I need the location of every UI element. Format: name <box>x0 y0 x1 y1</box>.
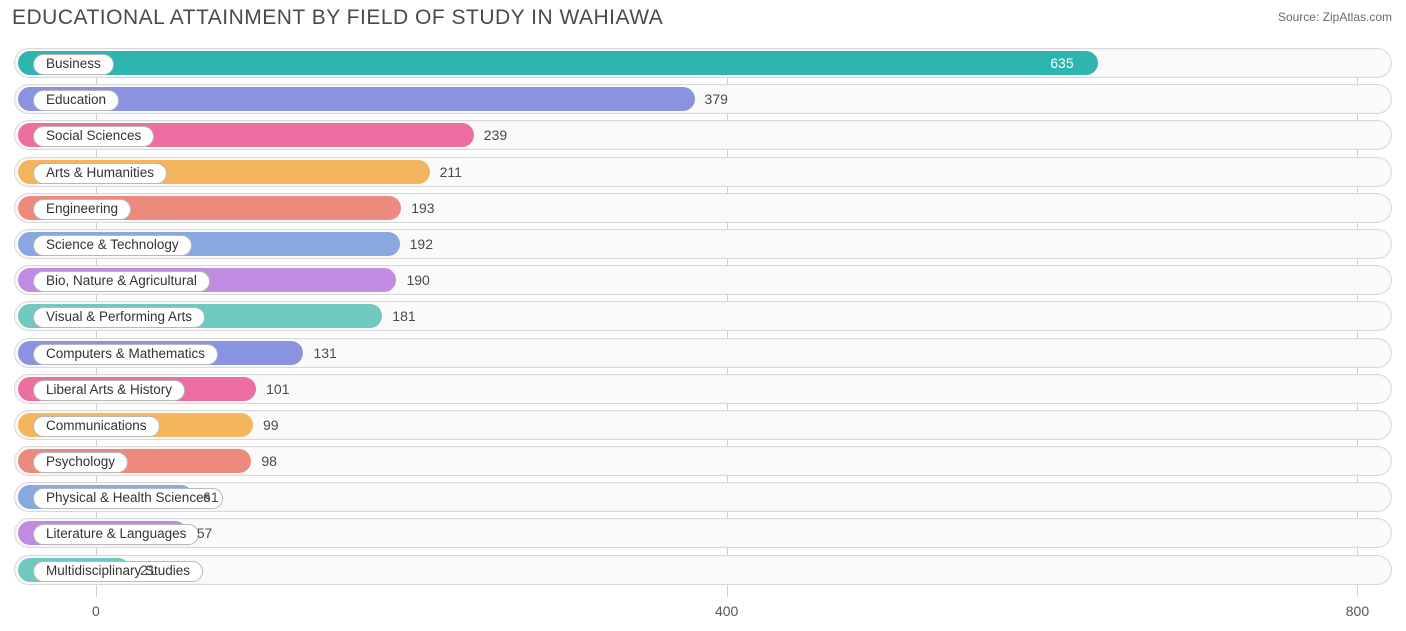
bar-row: Communications 99 <box>14 410 1392 440</box>
category-label: Visual & Performing Arts <box>33 307 205 328</box>
category-label: Liberal Arts & History <box>33 380 185 401</box>
bar-row: Multidisciplinary Studies21 <box>14 555 1392 585</box>
value-label: 635 <box>1050 55 1073 71</box>
category-label: Physical & Health Sciences <box>33 488 223 509</box>
value-label: 181 <box>392 308 415 324</box>
bar-row: Liberal Arts & History 101 <box>14 374 1392 404</box>
category-label: Literature & Languages <box>33 524 199 545</box>
value-label: 190 <box>406 272 429 288</box>
category-label: Bio, Nature & Agricultural <box>33 271 210 292</box>
category-label: Engineering <box>33 199 131 220</box>
bar-row: Literature & Languages57 <box>14 518 1392 548</box>
value-label: 131 <box>313 345 336 361</box>
chart-title: EDUCATIONAL ATTAINMENT BY FIELD OF STUDY… <box>12 6 663 30</box>
category-label: Education <box>33 90 119 111</box>
category-label: Business <box>33 54 114 75</box>
x-axis: 0 400 800 <box>14 603 1392 623</box>
value-label: 193 <box>411 200 434 216</box>
bar <box>18 87 695 111</box>
bar-row: Social Sciences 239 <box>14 120 1392 150</box>
bar-row: Bio, Nature & Agricultural 190 <box>14 265 1392 295</box>
bar <box>18 51 1098 75</box>
value-label: 101 <box>266 381 289 397</box>
bar-row: Education 379 <box>14 84 1392 114</box>
value-label: 211 <box>440 164 462 180</box>
value-label: 98 <box>261 453 277 469</box>
bar-row: Business 635 <box>14 48 1392 78</box>
source-attribution: Source: ZipAtlas.com <box>1278 10 1392 24</box>
bar-row: Computers & Mathematics 131 <box>14 338 1392 368</box>
value-label: 99 <box>263 417 279 433</box>
x-tick: 0 <box>92 603 100 619</box>
chart-area: Business 635 Education 379 Social Sciences 23… <box>14 48 1392 597</box>
x-tick: 400 <box>715 603 738 619</box>
value-label: 379 <box>705 91 728 107</box>
value-label: 61 <box>203 489 219 505</box>
bar-row: Visual & Performing Arts 181 <box>14 301 1392 331</box>
value-label: 21 <box>140 562 156 578</box>
bar-row: Engineering 193 <box>14 193 1392 223</box>
value-label: 192 <box>410 236 433 252</box>
category-label: Social Sciences <box>33 126 154 147</box>
category-label: Psychology <box>33 452 128 473</box>
bar-row: Science & Technology 192 <box>14 229 1392 259</box>
x-tick: 800 <box>1346 603 1369 619</box>
value-label: 57 <box>197 525 213 541</box>
category-label: Communications <box>33 416 160 437</box>
bar-row: Physical & Health Sciences61 <box>14 482 1392 512</box>
bar-row: Arts & Humanities 211 <box>14 157 1392 187</box>
value-label: 239 <box>484 127 507 143</box>
bar-row: Psychology 98 <box>14 446 1392 476</box>
category-label: Multidisciplinary Studies <box>33 561 203 582</box>
category-label: Science & Technology <box>33 235 192 256</box>
category-label: Arts & Humanities <box>33 163 167 184</box>
category-label: Computers & Mathematics <box>33 344 218 365</box>
